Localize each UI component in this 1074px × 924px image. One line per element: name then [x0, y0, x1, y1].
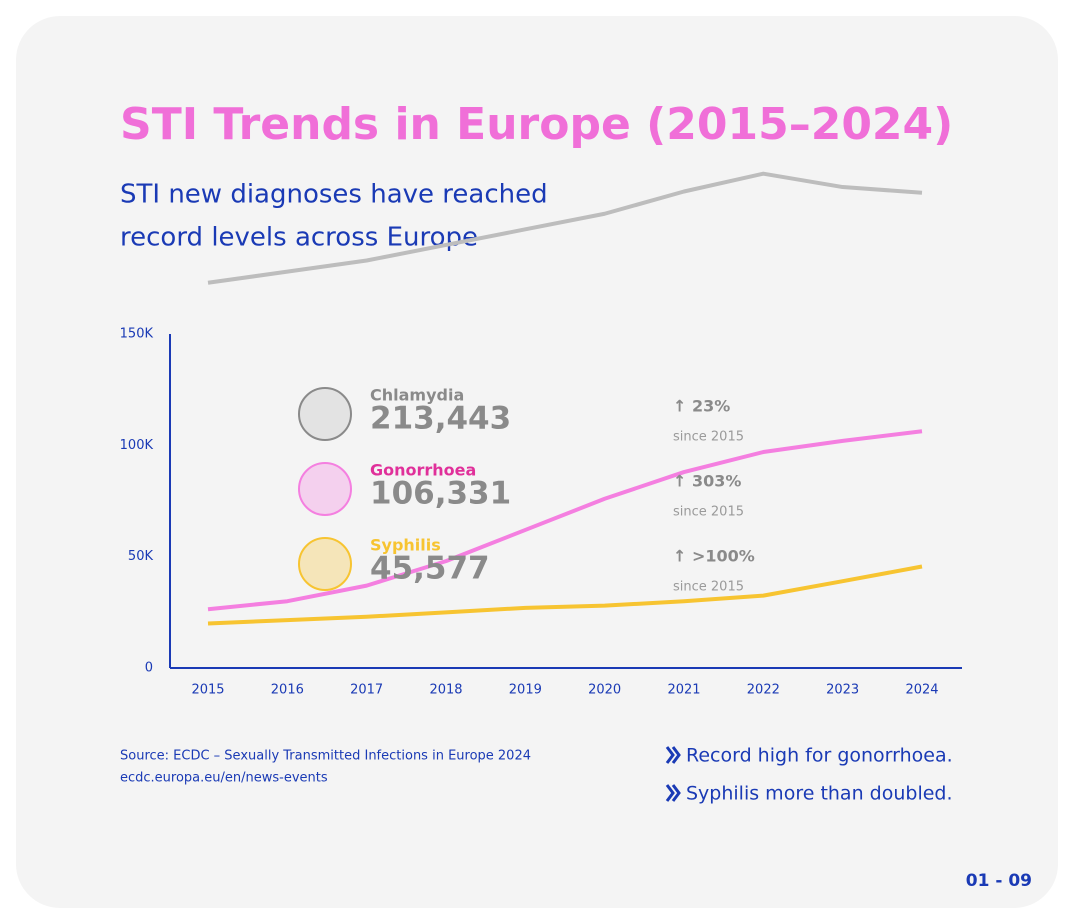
- x-tick-label: 2018: [429, 683, 462, 698]
- source-url: ecdc.europa.eu/en/news-events: [120, 771, 328, 786]
- series-line: [207, 429, 923, 612]
- x-tick-label: 2015: [191, 683, 224, 698]
- since-label: since 2015: [673, 580, 744, 595]
- x-tick-label: 2024: [905, 683, 938, 698]
- legend-name: Gonorrhoea: [370, 461, 476, 480]
- bullet: Syphilis more than doubled.: [686, 783, 953, 805]
- legend-name: Syphilis: [370, 536, 441, 555]
- y-tick-label: 50K: [128, 549, 154, 564]
- y-tick-label: 100K: [120, 438, 154, 453]
- legend-swatch: [298, 462, 352, 516]
- bullet: Record high for gonorrhoea.: [686, 745, 953, 767]
- legend-swatch: [298, 537, 352, 591]
- since-label: since 2015: [673, 430, 744, 445]
- change-label: ↑ 23%: [673, 397, 730, 416]
- legend-name: Chlamydia: [370, 386, 464, 405]
- subtitle: STI new diagnoses have reached: [120, 180, 548, 210]
- legend-total: 213,443: [370, 401, 511, 437]
- change-label: ↑ >100%: [673, 547, 755, 566]
- page-number: 01 - 09: [966, 871, 1032, 891]
- legend-total: 106,331: [370, 476, 511, 512]
- source: Source: ECDC – Sexually Transmitted Infe…: [120, 749, 531, 764]
- series-line: [207, 171, 923, 285]
- x-tick-label: 2020: [588, 683, 621, 698]
- title: STI Trends in Europe (2015–2024): [120, 99, 953, 150]
- y-tick-label: 150K: [120, 327, 154, 342]
- x-tick-label: 2017: [350, 683, 383, 698]
- legend-swatch: [298, 387, 352, 441]
- x-tick-label: 2019: [509, 683, 542, 698]
- x-tick-label: 2022: [747, 683, 780, 698]
- change-label: ↑ 303%: [673, 472, 741, 491]
- legend-total: 45,577: [370, 551, 490, 587]
- series-line: [207, 564, 923, 626]
- x-tick-label: 2016: [271, 683, 304, 698]
- chevron-icon: [665, 746, 681, 764]
- x-tick-label: 2021: [667, 683, 700, 698]
- since-label: since 2015: [673, 505, 744, 520]
- subtitle: record levels across Europe: [120, 223, 478, 253]
- card: [16, 16, 1058, 908]
- chevron-icon: [665, 784, 681, 802]
- y-tick-label: 0: [145, 661, 153, 676]
- x-tick-label: 2023: [826, 683, 859, 698]
